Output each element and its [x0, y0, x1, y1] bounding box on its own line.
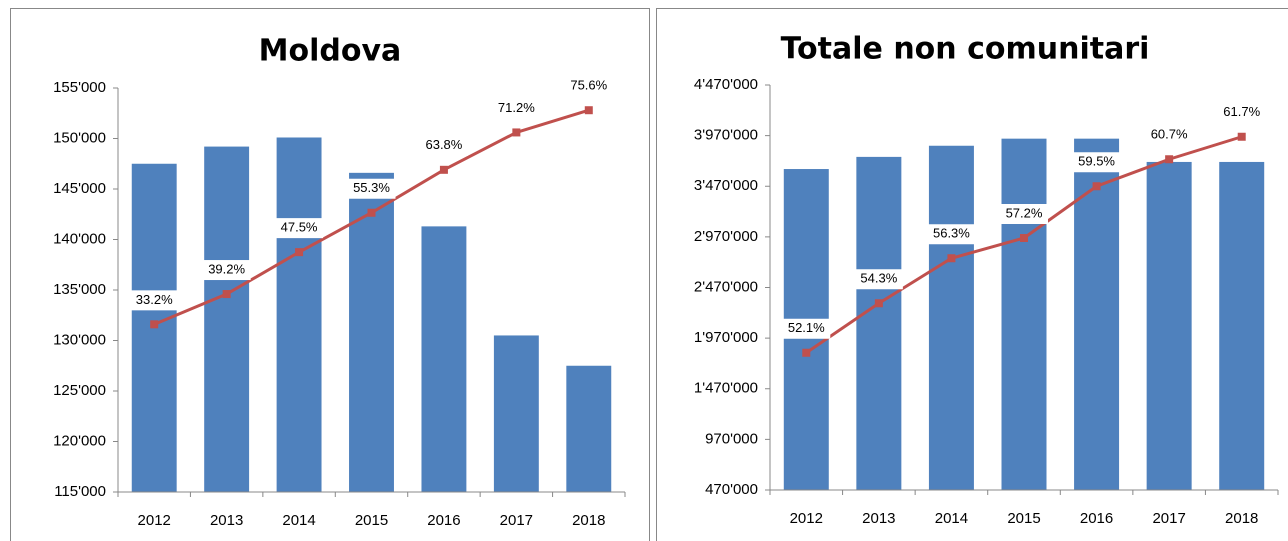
marker — [802, 348, 811, 357]
value-label-box — [564, 76, 613, 97]
bar — [276, 137, 322, 493]
bar — [1074, 138, 1120, 490]
marker — [150, 320, 159, 329]
y-tick-label: 135'000 — [53, 281, 106, 298]
y-tick-label: 2'970'000 — [694, 228, 758, 245]
y-tick-label: 3'970'000 — [694, 127, 758, 144]
x-tick-label: 2014 — [935, 510, 968, 527]
x-tick-label: 2015 — [1007, 510, 1040, 527]
marker — [1092, 182, 1101, 191]
marker — [947, 254, 956, 263]
marker — [222, 290, 231, 299]
x-tick-label: 2018 — [1225, 510, 1258, 527]
marker — [1237, 132, 1246, 141]
bar — [204, 146, 250, 492]
bar — [928, 145, 974, 490]
y-tick-label: 2'470'000 — [694, 278, 758, 295]
value-label: 56.3% — [933, 226, 970, 241]
x-tick-label: 2017 — [1152, 510, 1185, 527]
y-tick-label: 4'470'000 — [694, 76, 758, 93]
value-label-box — [347, 178, 396, 199]
value-label-box — [130, 290, 179, 311]
marker — [295, 248, 304, 257]
value-label: 75.6% — [570, 78, 607, 93]
value-label: 71.2% — [498, 100, 535, 115]
marker — [1020, 234, 1028, 242]
x-tick-label: 2018 — [572, 512, 605, 529]
y-tick-label: 3'470'000 — [694, 177, 758, 194]
bar — [856, 156, 902, 490]
value-label-box — [1072, 152, 1121, 173]
chart-title: Totale non comunitari — [781, 32, 1150, 67]
value-label: 61.7% — [1223, 104, 1260, 119]
bar — [566, 365, 612, 492]
x-tick-label: 2015 — [355, 512, 388, 529]
bar — [349, 172, 394, 492]
value-label: 47.5% — [281, 220, 318, 235]
y-tick-label: 140'000 — [53, 230, 106, 247]
y-tick-label: 130'000 — [53, 331, 106, 348]
y-tick-label: 470'000 — [705, 481, 758, 498]
y-tick-label: 125'000 — [53, 382, 106, 399]
value-label: 57.2% — [1006, 205, 1043, 220]
value-label-box — [492, 98, 541, 119]
value-label: 52.1% — [788, 320, 825, 335]
y-tick-label: 150'000 — [53, 129, 106, 146]
x-tick-label: 2016 — [1080, 510, 1113, 527]
value-label: 33.2% — [136, 292, 173, 307]
value-label-box — [1145, 125, 1194, 146]
marker — [367, 208, 376, 217]
bar — [1219, 161, 1265, 490]
marker — [1165, 155, 1174, 164]
x-tick-label: 2012 — [138, 512, 171, 529]
value-label: 63.8% — [425, 137, 462, 152]
value-label-box — [1000, 204, 1048, 224]
panel — [10, 8, 650, 541]
value-label: 59.5% — [1078, 154, 1115, 169]
marker — [874, 299, 883, 308]
x-tick-label: 2013 — [862, 510, 895, 527]
x-tick-label: 2014 — [282, 512, 315, 529]
value-label: 54.3% — [860, 271, 897, 286]
marker — [584, 106, 593, 115]
value-label-box — [782, 318, 831, 339]
x-tick-label: 2016 — [427, 512, 460, 529]
y-tick-label: 120'000 — [53, 432, 106, 449]
value-label-box — [275, 218, 324, 239]
x-tick-label: 2017 — [500, 512, 533, 529]
value-label-box — [854, 269, 903, 290]
bar — [1146, 161, 1192, 490]
y-tick-label: 155'000 — [53, 79, 106, 96]
value-label: 39.2% — [208, 261, 245, 276]
y-tick-label: 145'000 — [53, 180, 106, 197]
value-label-box — [202, 260, 251, 281]
y-tick-label: 1'470'000 — [694, 380, 758, 397]
marker — [439, 165, 448, 174]
bar — [1001, 138, 1047, 490]
y-tick-label: 970'000 — [705, 430, 758, 447]
value-label: 60.7% — [1151, 127, 1188, 142]
value-label-box — [927, 224, 976, 245]
chart-title: Moldova — [259, 34, 402, 69]
y-tick-label: 115'000 — [54, 483, 106, 500]
value-label-box — [419, 135, 468, 156]
x-tick-label: 2012 — [790, 510, 823, 527]
value-label-box — [1217, 102, 1266, 123]
bar — [421, 226, 467, 492]
y-tick-label: 1'970'000 — [694, 329, 758, 346]
x-tick-label: 2013 — [210, 512, 243, 529]
marker — [512, 128, 521, 137]
bar — [493, 335, 539, 492]
value-label: 55.3% — [353, 180, 390, 195]
